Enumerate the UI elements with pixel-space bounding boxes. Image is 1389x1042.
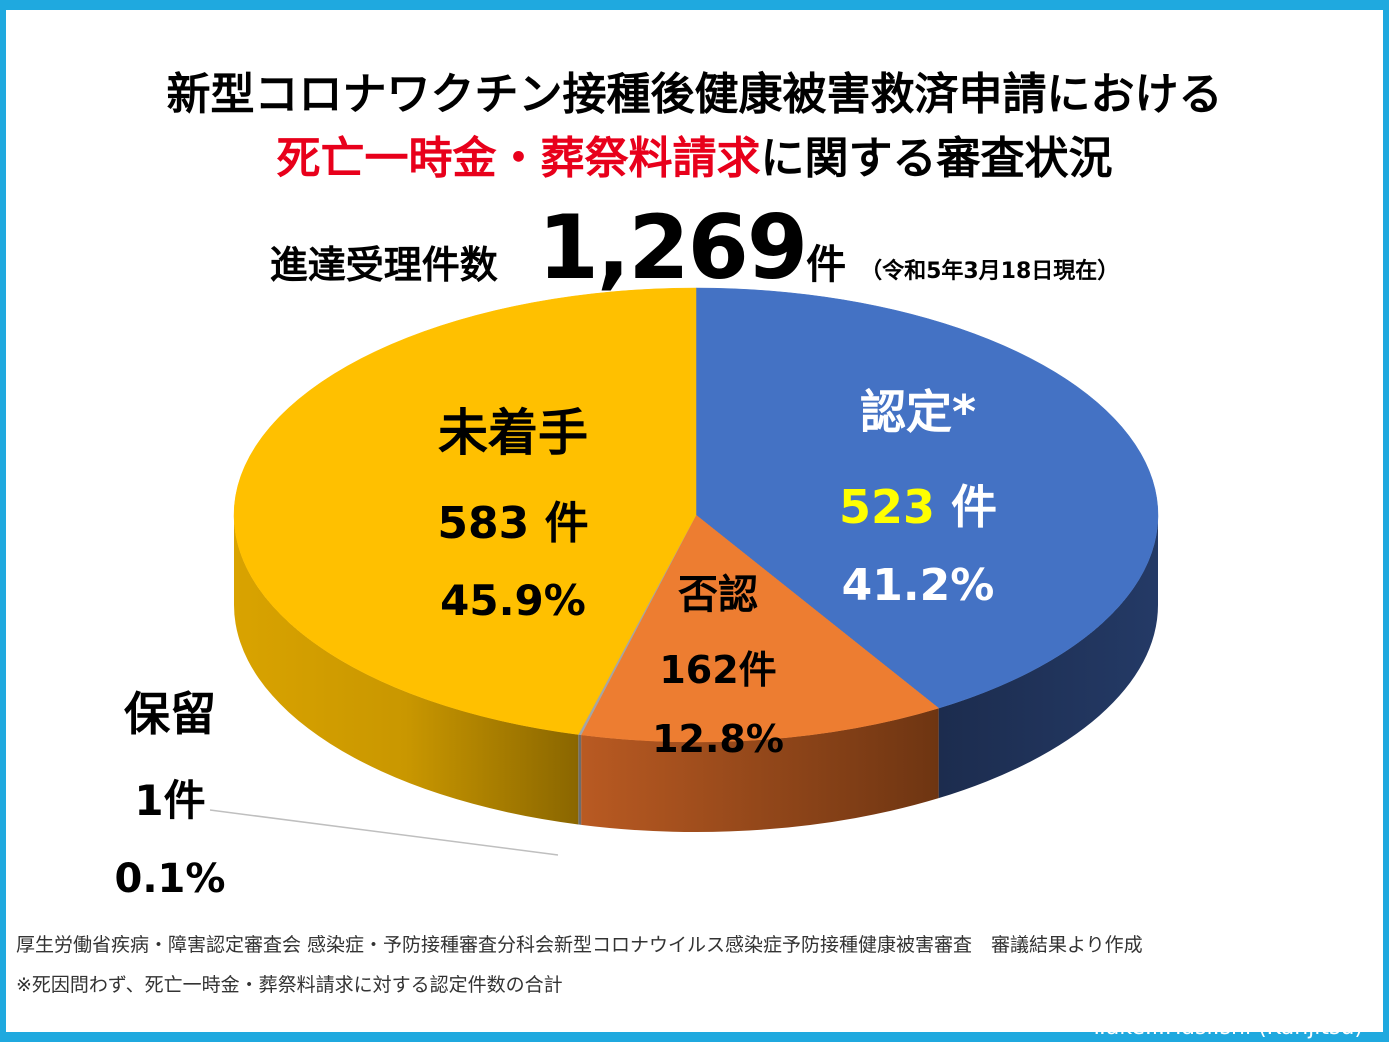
approved-count-number: 523	[839, 480, 935, 534]
slice-label-denied: 否認	[678, 572, 758, 618]
pie-sides	[234, 515, 1158, 832]
count-label: 進達受理件数	[269, 243, 498, 287]
pie-chart: 認定* 523 件 41.2% 否認 162件 12.8% 未着手 583 件 …	[115, 287, 1159, 902]
pie-slice-denied	[580, 514, 940, 743]
approved-count-unit: 件	[935, 480, 997, 534]
slice-label-pending: 未着手	[438, 404, 588, 462]
slice-count-pending: 583 件	[437, 498, 588, 549]
title-rest: に関する審査状況	[760, 133, 1113, 184]
slice-percent-hold: 0.1%	[115, 856, 226, 902]
pie-slice-pending	[233, 287, 697, 735]
title-line-1: 新型コロナワクチン接種後健康被害救済申請における	[166, 69, 1223, 120]
slice-percent-approved: 41.2%	[842, 560, 995, 611]
as-of-date: （令和5年3月18日現在）	[860, 259, 1120, 284]
slice-count-approved: 523 件	[839, 480, 997, 534]
pie-tops	[233, 287, 1159, 743]
count-value: 1,269	[537, 196, 808, 299]
credit: Y.ake.i.Hasi.shi (Kanjitsu)	[1089, 1015, 1363, 1040]
count-unit: 件	[806, 242, 847, 288]
hold-leader-line	[209, 809, 559, 856]
title-line-2: 死亡一時金・葬祭料請求に関する審査状況	[6, 122, 1383, 186]
definition-note: ※死因問わず、死亡一時金・葬祭料請求に対する認定件数の合計	[16, 974, 563, 996]
source-note: 厚生労働省疾病・障害認定審査会 感染症・予防接種審査分科会新型コロナウイルス感染…	[16, 934, 1143, 956]
slice-percent-pending: 45.9%	[440, 576, 586, 625]
pie-side-hold	[578, 734, 582, 825]
title-highlight: 死亡一時金・葬祭料請求	[276, 133, 761, 184]
pie-slice-approved	[695, 287, 1159, 709]
total-count-row: 進達受理件数 1,269件 （令和5年3月18日現在）	[6, 196, 1383, 299]
pie-side-approved	[938, 515, 1158, 799]
slice-label-approved: 認定*	[860, 385, 976, 439]
pie-side-pending	[234, 515, 579, 825]
slice-count-denied: 162件	[659, 648, 776, 692]
pie-side-denied	[581, 708, 939, 832]
slice-label-hold: 保留	[124, 687, 216, 741]
slide: 新型コロナワクチン接種後健康被害救済申請における 死亡一時金・葬祭料請求に関する…	[6, 10, 1383, 1040]
slice-percent-denied: 12.8%	[652, 717, 784, 761]
slice-count-hold: 1件	[134, 776, 205, 825]
